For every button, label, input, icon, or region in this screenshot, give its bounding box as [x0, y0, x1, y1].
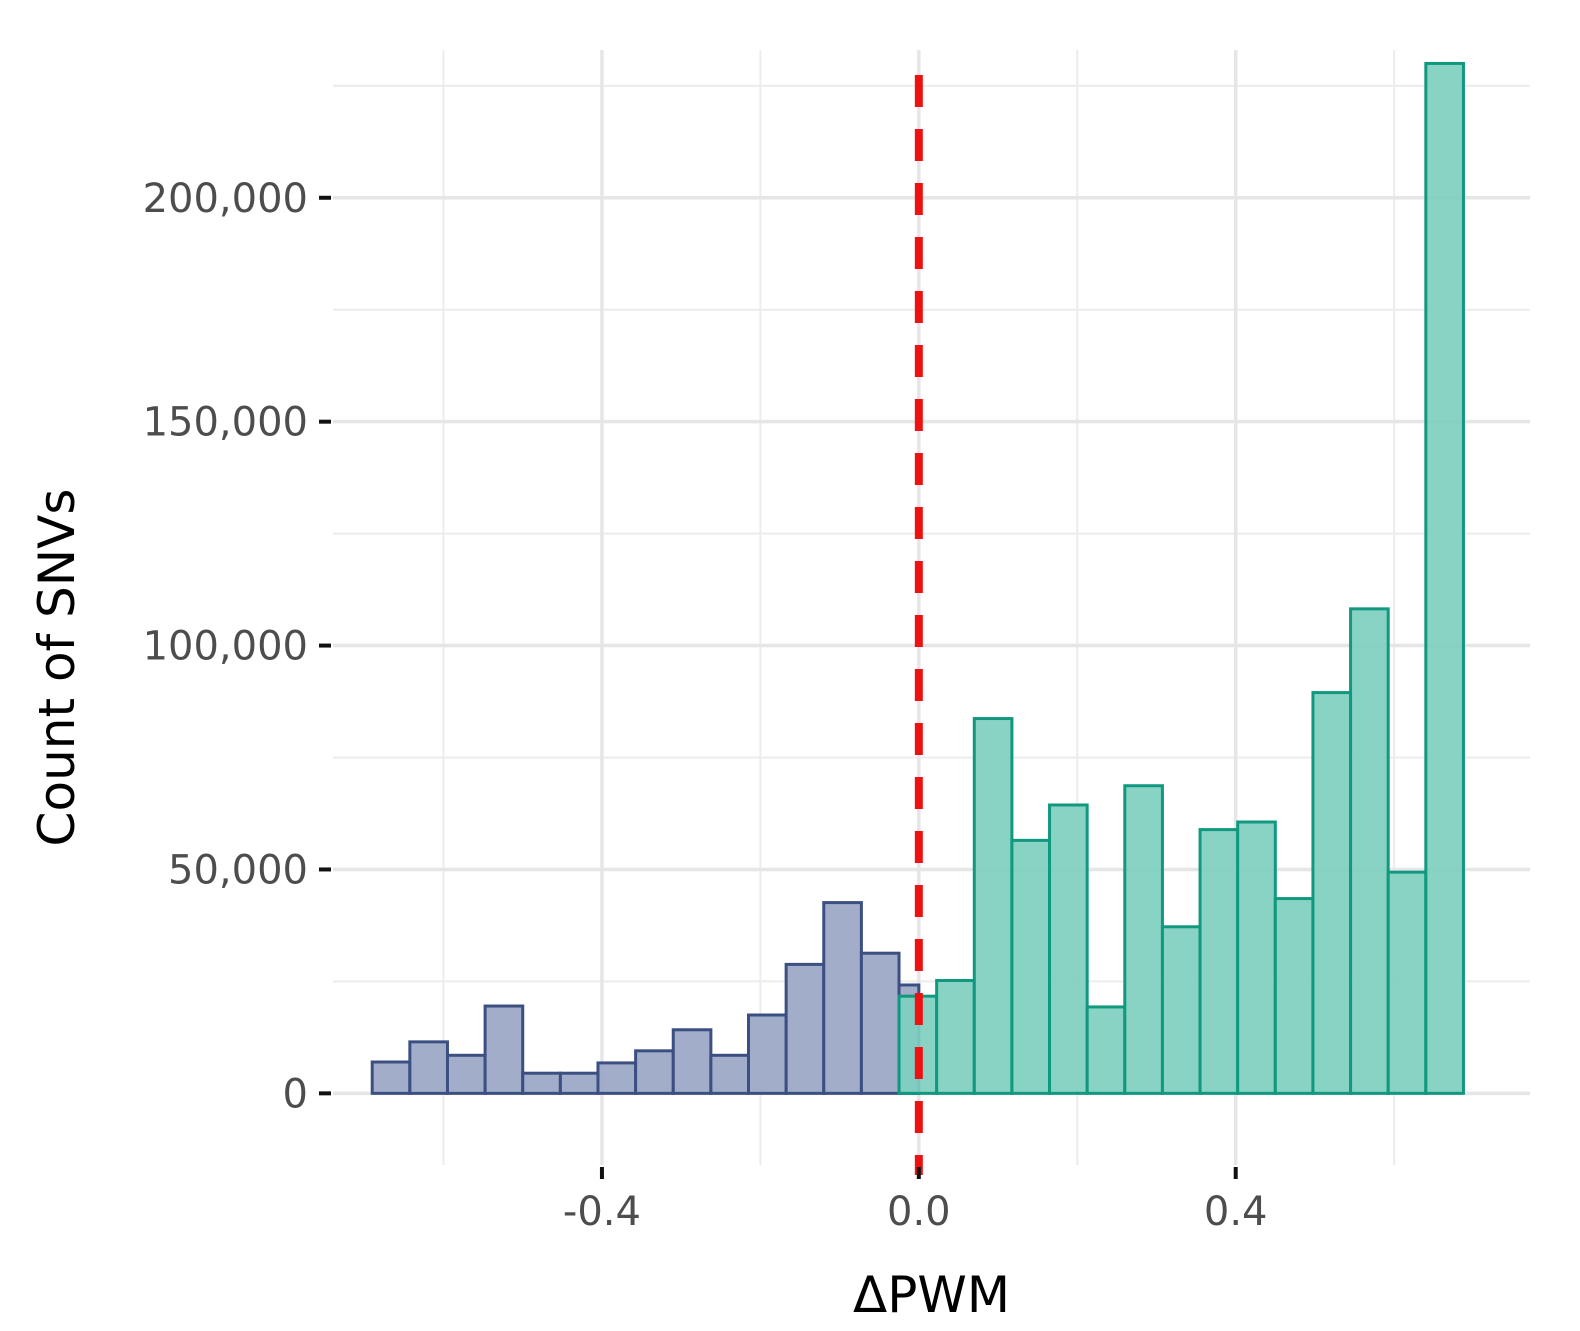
bars-layer: [370, 61, 1465, 1095]
histogram-bar: [370, 1060, 412, 1095]
histogram-bar: [1048, 803, 1089, 1095]
histogram-bar: [1311, 691, 1353, 1095]
y-tick-label: 200,000: [143, 176, 308, 222]
axes-layer: 0 50,000 100,000 150,000 200,000 -0.4 0.0 0.4: [143, 176, 1268, 1235]
x-axis-title: ΔPWM: [853, 1266, 1010, 1324]
histogram-bar: [1349, 607, 1390, 1095]
histogram-series-1: [370, 901, 921, 1095]
histogram-bar: [1085, 1005, 1127, 1095]
histogram-bar: [1424, 61, 1465, 1095]
histogram-bar: [1236, 820, 1277, 1095]
histogram-bar: [634, 1049, 675, 1095]
y-tick-label: 100,000: [143, 624, 308, 670]
histogram-bar: [1198, 828, 1240, 1095]
x-tick-label: 0.4: [1204, 1189, 1268, 1235]
y-axis-title: Count of SNVs: [28, 489, 86, 847]
histogram-bar: [1273, 897, 1315, 1095]
histogram-bar: [596, 1061, 638, 1095]
histogram-bar: [1160, 925, 1202, 1095]
histogram-bar: [445, 1053, 487, 1095]
x-tick-label: -0.4: [563, 1189, 641, 1235]
histogram-bar: [822, 901, 863, 1095]
y-tick-label: 150,000: [143, 400, 308, 446]
histogram-bar: [1123, 784, 1164, 1095]
histogram-bar: [408, 1040, 449, 1095]
histogram-bar: [784, 962, 826, 1095]
x-tick-label: 0.0: [887, 1189, 951, 1235]
y-tick-label: 50,000: [168, 847, 308, 893]
histogram-bar: [671, 1028, 713, 1095]
histogram-bar: [1010, 838, 1052, 1095]
y-tick-label: 0: [283, 1071, 308, 1117]
histogram-bar: [1386, 870, 1428, 1095]
histogram-bar: [558, 1071, 600, 1095]
histogram-bar: [521, 1071, 562, 1095]
histogram-bar: [972, 717, 1014, 1095]
histogram-series-2: [897, 61, 1465, 1095]
histogram-bar: [709, 1053, 751, 1095]
histogram-bar: [859, 951, 901, 1095]
histogram-bar: [747, 1013, 788, 1095]
histogram-bar: [483, 1004, 525, 1095]
histogram-bar: [935, 979, 976, 1095]
